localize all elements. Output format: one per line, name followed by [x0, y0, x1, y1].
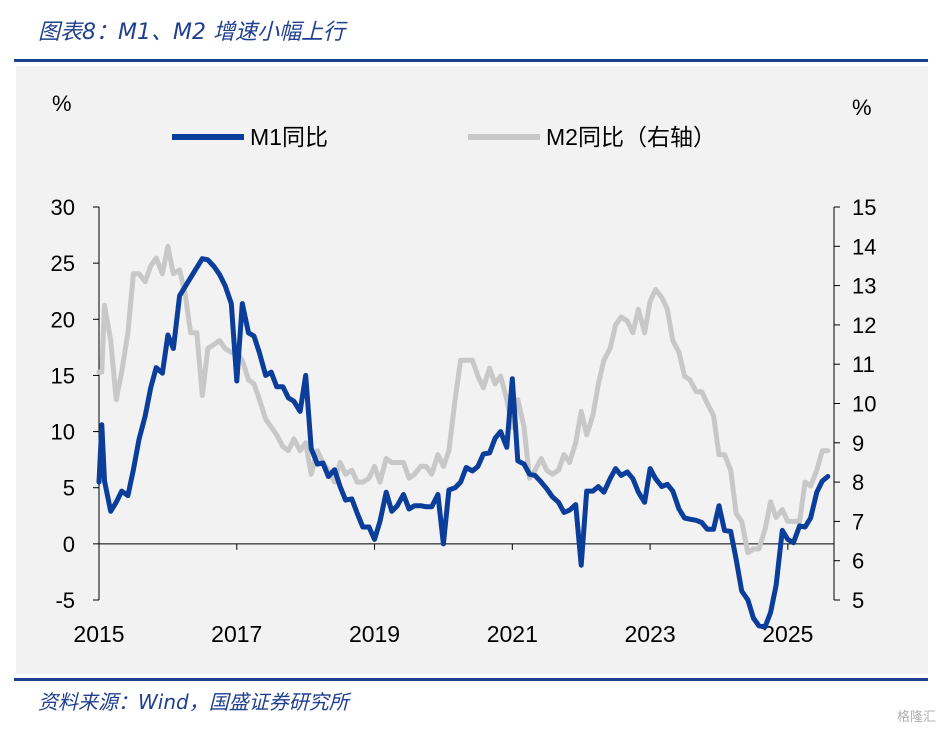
right-tick-label: 6 [852, 549, 864, 574]
left-tick-label: 30 [51, 195, 75, 220]
right-axis-unit: % [852, 95, 872, 120]
left-axis-unit: % [52, 91, 72, 116]
right-tick-label: 14 [852, 234, 876, 259]
plot-background [16, 66, 928, 674]
x-tick-label: 2021 [487, 621, 538, 647]
series-line-m1 [96, 256, 831, 630]
left-tick-label: 15 [51, 363, 75, 388]
right-tick-label: 13 [852, 274, 876, 299]
x-tick-label: 2025 [762, 621, 813, 647]
right-tick-label: 9 [852, 431, 864, 456]
right-tick-label: 12 [852, 313, 876, 338]
x-tick-label: 2017 [211, 621, 262, 647]
right-tick-label: 10 [852, 392, 876, 417]
series-line-m2 [96, 243, 831, 556]
top-rule [14, 59, 928, 62]
left-tick-label: 20 [51, 307, 75, 332]
legend-label-m1: M1同比 [250, 124, 328, 150]
left-tick-label: 5 [63, 476, 75, 501]
x-tick-label: 2019 [349, 621, 400, 647]
legend-label-m2: M2同比（右轴） [546, 124, 716, 150]
bottom-rule [14, 678, 928, 681]
right-tick-label: 7 [852, 509, 864, 534]
right-tick-label: 5 [852, 588, 864, 613]
left-tick-label: -5 [55, 588, 75, 613]
source-note: 资料来源：Wind，国盛证券研究所 [38, 690, 349, 714]
watermark: 格隆汇 [896, 710, 936, 725]
x-tick-label: 2023 [624, 621, 675, 647]
left-tick-label: 0 [63, 532, 75, 557]
x-tick-label: 2015 [73, 621, 124, 647]
left-tick-label: 10 [51, 420, 75, 445]
legend: M1同比 M2同比（右轴） [172, 124, 716, 150]
left-tick-label: 25 [51, 251, 75, 276]
right-tick-label: 8 [852, 470, 864, 495]
figure-title: 图表8：M1、M2 增速小幅上行 [38, 20, 345, 45]
right-tick-label: 15 [852, 195, 876, 220]
right-tick-label: 11 [852, 352, 875, 377]
